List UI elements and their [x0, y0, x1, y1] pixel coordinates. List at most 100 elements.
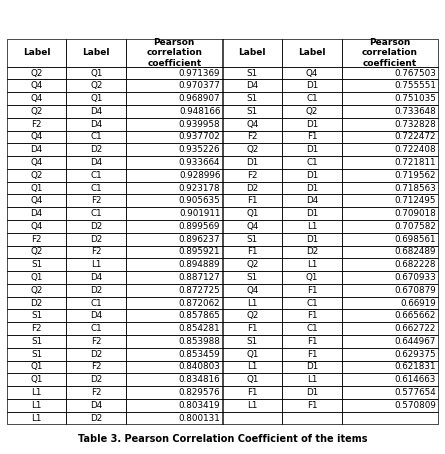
Bar	[66, 105, 126, 118]
Bar	[126, 322, 222, 335]
Text: D2: D2	[90, 375, 102, 384]
Text: 0.853459: 0.853459	[178, 350, 220, 359]
Text: F2: F2	[91, 197, 101, 205]
Text: 0.712495: 0.712495	[395, 197, 436, 205]
Text: 0.733648: 0.733648	[394, 107, 436, 116]
Text: Q1: Q1	[90, 69, 102, 78]
Bar	[222, 143, 282, 156]
Text: 0.970377: 0.970377	[178, 81, 220, 90]
Text: 0.800131: 0.800131	[178, 414, 220, 423]
Bar	[282, 360, 342, 373]
Text: D1: D1	[306, 209, 318, 218]
Bar	[222, 105, 282, 118]
Bar	[7, 220, 66, 233]
Text: 0.905635: 0.905635	[178, 197, 220, 205]
Text: Q4: Q4	[30, 197, 43, 205]
Text: C1: C1	[90, 133, 102, 142]
Bar	[342, 105, 438, 118]
Text: 0.709018: 0.709018	[394, 209, 436, 218]
Bar	[126, 297, 222, 310]
Text: Q1: Q1	[30, 375, 43, 384]
Text: D1: D1	[306, 145, 318, 154]
Text: D4: D4	[30, 145, 43, 154]
Bar	[7, 348, 66, 360]
Text: D2: D2	[90, 350, 102, 359]
Bar	[126, 271, 222, 284]
Bar	[7, 207, 66, 220]
Text: D2: D2	[90, 145, 102, 154]
Text: F1: F1	[307, 286, 317, 295]
Bar	[7, 156, 66, 169]
Bar	[222, 258, 282, 271]
Text: Q2: Q2	[246, 260, 259, 269]
Text: 0.899569: 0.899569	[179, 222, 220, 231]
Bar	[342, 360, 438, 373]
Bar	[66, 386, 126, 399]
Bar	[282, 118, 342, 131]
Bar	[342, 386, 438, 399]
Bar	[342, 39, 438, 67]
Bar	[282, 67, 342, 79]
Text: F2: F2	[247, 133, 258, 142]
Bar	[342, 335, 438, 348]
Bar	[342, 310, 438, 322]
Bar	[222, 310, 282, 322]
Text: 0.682489: 0.682489	[395, 247, 436, 257]
Text: S1: S1	[247, 69, 258, 78]
Text: S1: S1	[31, 337, 42, 346]
Bar	[222, 79, 282, 92]
Text: D1: D1	[306, 235, 318, 244]
Text: 0.682228: 0.682228	[395, 260, 436, 269]
Bar	[7, 360, 66, 373]
Bar	[342, 373, 438, 386]
Bar	[66, 39, 126, 67]
Text: 0.755551: 0.755551	[394, 81, 436, 90]
Bar	[222, 220, 282, 233]
Text: 0.707582: 0.707582	[394, 222, 436, 231]
Bar	[222, 322, 282, 335]
Bar	[7, 92, 66, 105]
Text: 0.570809: 0.570809	[394, 401, 436, 410]
Text: D4: D4	[90, 120, 102, 128]
Text: L1: L1	[307, 260, 317, 269]
Bar	[342, 194, 438, 207]
Bar	[126, 360, 222, 373]
Bar	[282, 271, 342, 284]
Bar	[66, 131, 126, 143]
Bar	[66, 360, 126, 373]
Bar	[222, 131, 282, 143]
Text: D4: D4	[90, 273, 102, 282]
Bar	[66, 156, 126, 169]
Text: 0.644967: 0.644967	[395, 337, 436, 346]
Bar	[342, 67, 438, 79]
Text: Q2: Q2	[246, 145, 259, 154]
Text: S1: S1	[247, 235, 258, 244]
Text: C1: C1	[90, 171, 102, 180]
Bar	[342, 284, 438, 297]
Bar	[282, 169, 342, 182]
Bar	[126, 156, 222, 169]
Bar	[126, 233, 222, 246]
Bar	[126, 399, 222, 412]
Text: D2: D2	[306, 247, 318, 257]
Bar	[342, 169, 438, 182]
Bar	[126, 131, 222, 143]
Bar	[7, 105, 66, 118]
Bar	[66, 169, 126, 182]
Bar	[222, 169, 282, 182]
Bar	[66, 399, 126, 412]
Bar	[66, 143, 126, 156]
Bar	[342, 79, 438, 92]
Bar	[282, 220, 342, 233]
Bar	[7, 310, 66, 322]
Text: D1: D1	[246, 158, 259, 167]
Bar	[342, 348, 438, 360]
Text: 0.722408: 0.722408	[394, 145, 436, 154]
Bar	[7, 67, 66, 79]
Text: L1: L1	[31, 401, 42, 410]
Bar	[342, 258, 438, 271]
Bar	[342, 220, 438, 233]
Bar	[282, 348, 342, 360]
Text: Q2: Q2	[246, 311, 259, 321]
Text: D4: D4	[90, 311, 102, 321]
